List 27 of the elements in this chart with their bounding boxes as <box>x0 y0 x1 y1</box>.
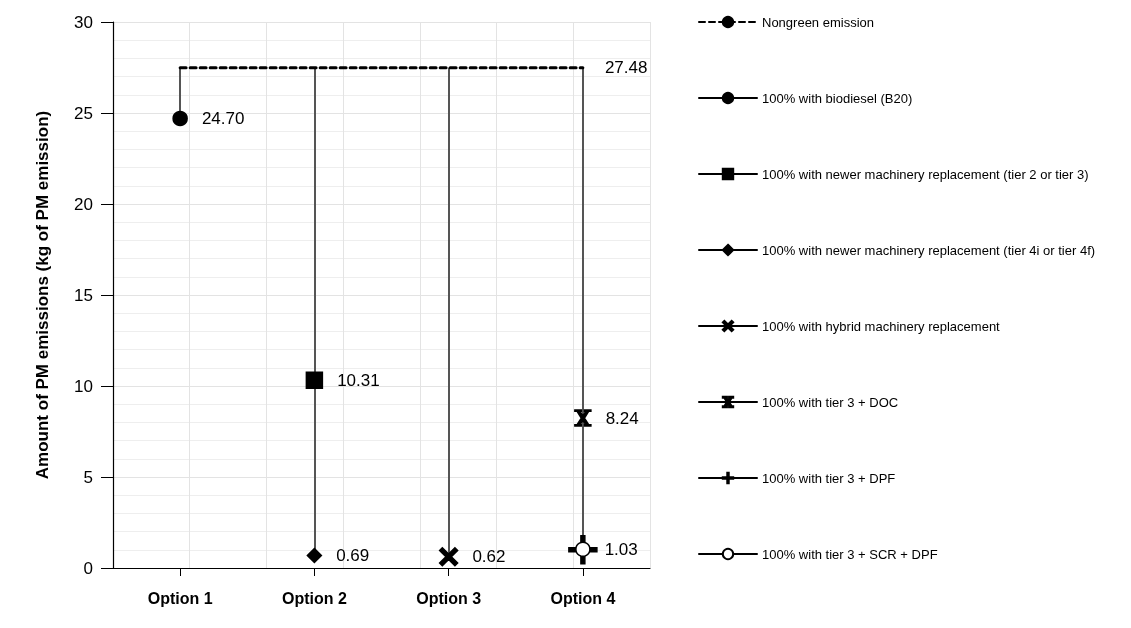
y-axis-title: Amount of PM emissions (kg of PM emission) <box>33 110 52 480</box>
legend-label: Nongreen emission <box>762 14 875 30</box>
data-label: 1.03 <box>604 539 638 559</box>
x-tick-label: Option 2 <box>281 589 347 607</box>
data-label: 24.70 <box>201 108 245 128</box>
y-tick-label: 25 <box>74 103 93 123</box>
y-tick-label: 30 <box>74 12 93 32</box>
legend-label: 100% with tier 3 + DOC <box>762 394 899 410</box>
data-label: 10.31 <box>337 370 380 390</box>
y-tick-label: 15 <box>74 285 93 305</box>
legend-label: 100% with tier 3 + SCR + DPF <box>762 546 938 562</box>
data-label: 27.48 <box>604 58 648 78</box>
x-tick-label: Option 3 <box>416 589 482 607</box>
legend-label: 100% with tier 3 + DPF <box>762 470 896 486</box>
data-label: 8.24 <box>605 408 639 428</box>
y-tick-label: 5 <box>83 467 93 487</box>
x-tick-label: Option 1 <box>147 589 213 607</box>
legend-label: 100% with newer machinery replacement (tier 4i or tier 4f) <box>762 242 1096 258</box>
data-label: 0.69 <box>336 545 370 565</box>
y-tick-label: 10 <box>74 376 93 396</box>
x-tick-label: Option 4 <box>550 589 616 607</box>
y-tick-label: 0 <box>83 558 93 578</box>
legend-label: 100% with biodiesel (B20) <box>762 90 913 106</box>
data-label: 0.62 <box>472 547 506 567</box>
legend-label: 100% with newer machinery replacement (tier 2 or tier 3) <box>762 166 1089 182</box>
y-tick-label: 20 <box>74 194 93 214</box>
legend-label: 100% with hybrid machinery replacement <box>762 318 1001 334</box>
